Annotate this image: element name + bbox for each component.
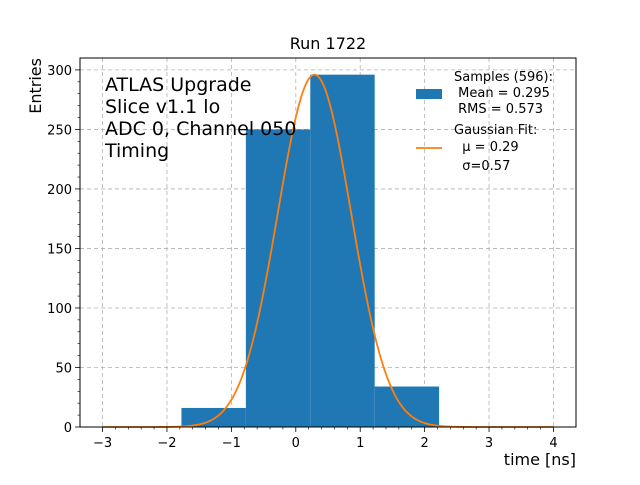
legend-label-mu: μ = 0.29 xyxy=(454,140,519,155)
histogram-bar xyxy=(374,386,440,427)
x-tick-label: 4 xyxy=(549,436,557,451)
y-tick-label: 250 xyxy=(47,123,72,138)
x-tick-label: −1 xyxy=(222,436,241,451)
annotation-line: ADC 0, Channel 050 xyxy=(105,118,296,140)
axis-ticks: −3 −2 −1 0 1 2 3 4 0 50 100 150 200 250 300 xyxy=(47,64,557,451)
legend: Samples (596): Mean = 0.295 RMS = 0.573 … xyxy=(416,70,553,174)
x-tick-label: 3 xyxy=(485,436,493,451)
y-tick-label: 150 xyxy=(47,242,72,257)
legend-label-samples: Samples (596): xyxy=(454,70,553,85)
legend-label-rms: RMS = 0.573 xyxy=(454,102,543,117)
legend-label-fit: Gaussian Fit: xyxy=(454,123,537,138)
histogram-bars xyxy=(181,74,440,427)
x-tick-label: 1 xyxy=(356,436,364,451)
legend-label-mean: Mean = 0.295 xyxy=(454,86,550,101)
y-axis-title: Entries xyxy=(26,58,45,114)
x-tick-label: 2 xyxy=(420,436,428,451)
y-tick-label: 200 xyxy=(47,183,72,198)
chart-title: Run 1722 xyxy=(290,34,366,53)
histogram-bar xyxy=(310,74,375,427)
annotation-line: Slice v1.1 lo xyxy=(105,96,220,118)
y-tick-label: 100 xyxy=(47,302,72,317)
y-tick-label: 50 xyxy=(55,361,72,376)
histogram-bar xyxy=(245,129,311,427)
annotation-line: ATLAS Upgrade xyxy=(105,74,251,96)
plot-area-frame xyxy=(79,57,577,428)
legend-swatch-samples xyxy=(416,89,442,99)
x-tick-label: −2 xyxy=(157,436,176,451)
x-tick-label: 0 xyxy=(292,436,300,451)
x-tick-label: −3 xyxy=(93,436,112,451)
x-axis-title: time [ns] xyxy=(504,450,576,469)
annotation-text: ATLAS Upgrade Slice v1.1 lo ADC 0, Chann… xyxy=(104,74,296,162)
legend-label-sigma: σ=0.57 xyxy=(454,159,510,174)
y-tick-label: 0 xyxy=(64,421,72,436)
histogram-bar xyxy=(181,407,246,427)
annotation-line: Timing xyxy=(104,140,169,162)
y-tick-label: 300 xyxy=(47,64,72,79)
